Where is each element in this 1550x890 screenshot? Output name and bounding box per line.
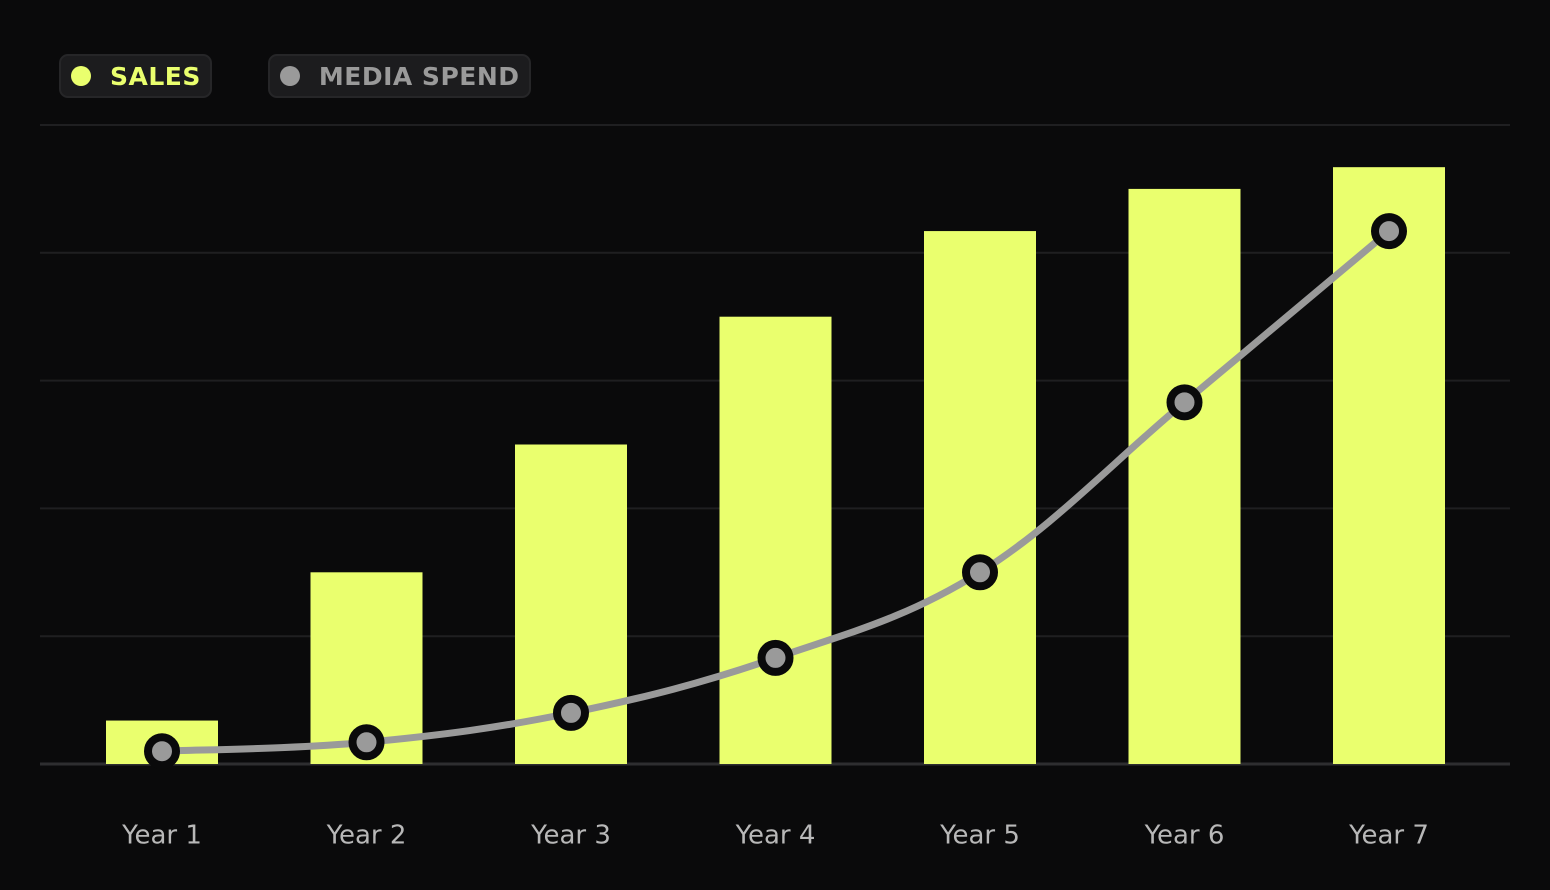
x-tick-label: Year 6 (1144, 821, 1225, 851)
x-tick-label: Year 5 (939, 821, 1020, 851)
media-spend-point (962, 554, 998, 591)
sales-bar (924, 231, 1036, 765)
sales-bar (719, 316, 832, 764)
sales-bar (1333, 167, 1445, 764)
legend-sales-label: SALES (110, 61, 201, 91)
legend-item-sales[interactable]: SALES (59, 54, 212, 98)
media-spend-point (1166, 384, 1203, 421)
legend-sales-dot-icon (71, 66, 91, 86)
sales-bar (1128, 188, 1241, 764)
media-spend-point (1371, 213, 1407, 250)
x-tick-label: Year 7 (1348, 821, 1429, 851)
legend: SALES MEDIA SPEND (59, 54, 531, 98)
legend-media-spend-label: MEDIA SPEND (318, 61, 520, 91)
x-tick-label: Year 3 (530, 821, 611, 851)
media-spend-line (144, 213, 1407, 770)
x-tick-label: Year 2 (326, 821, 407, 851)
legend-media-spend-dot-icon (279, 66, 300, 86)
x-tick-label: Year 4 (735, 821, 816, 851)
media-spend-point (144, 733, 180, 770)
media-spend-point (348, 724, 385, 761)
x-tick-label: Year 1 (121, 821, 202, 851)
media-spend-point (553, 694, 589, 731)
legend-item-media-spend[interactable]: MEDIA SPEND (267, 54, 531, 98)
x-axis-labels: Year 1 Year 2 Year 3 Year 4 Year 5 Year 6 Year… (121, 821, 1429, 851)
media-spend-point (757, 639, 794, 676)
